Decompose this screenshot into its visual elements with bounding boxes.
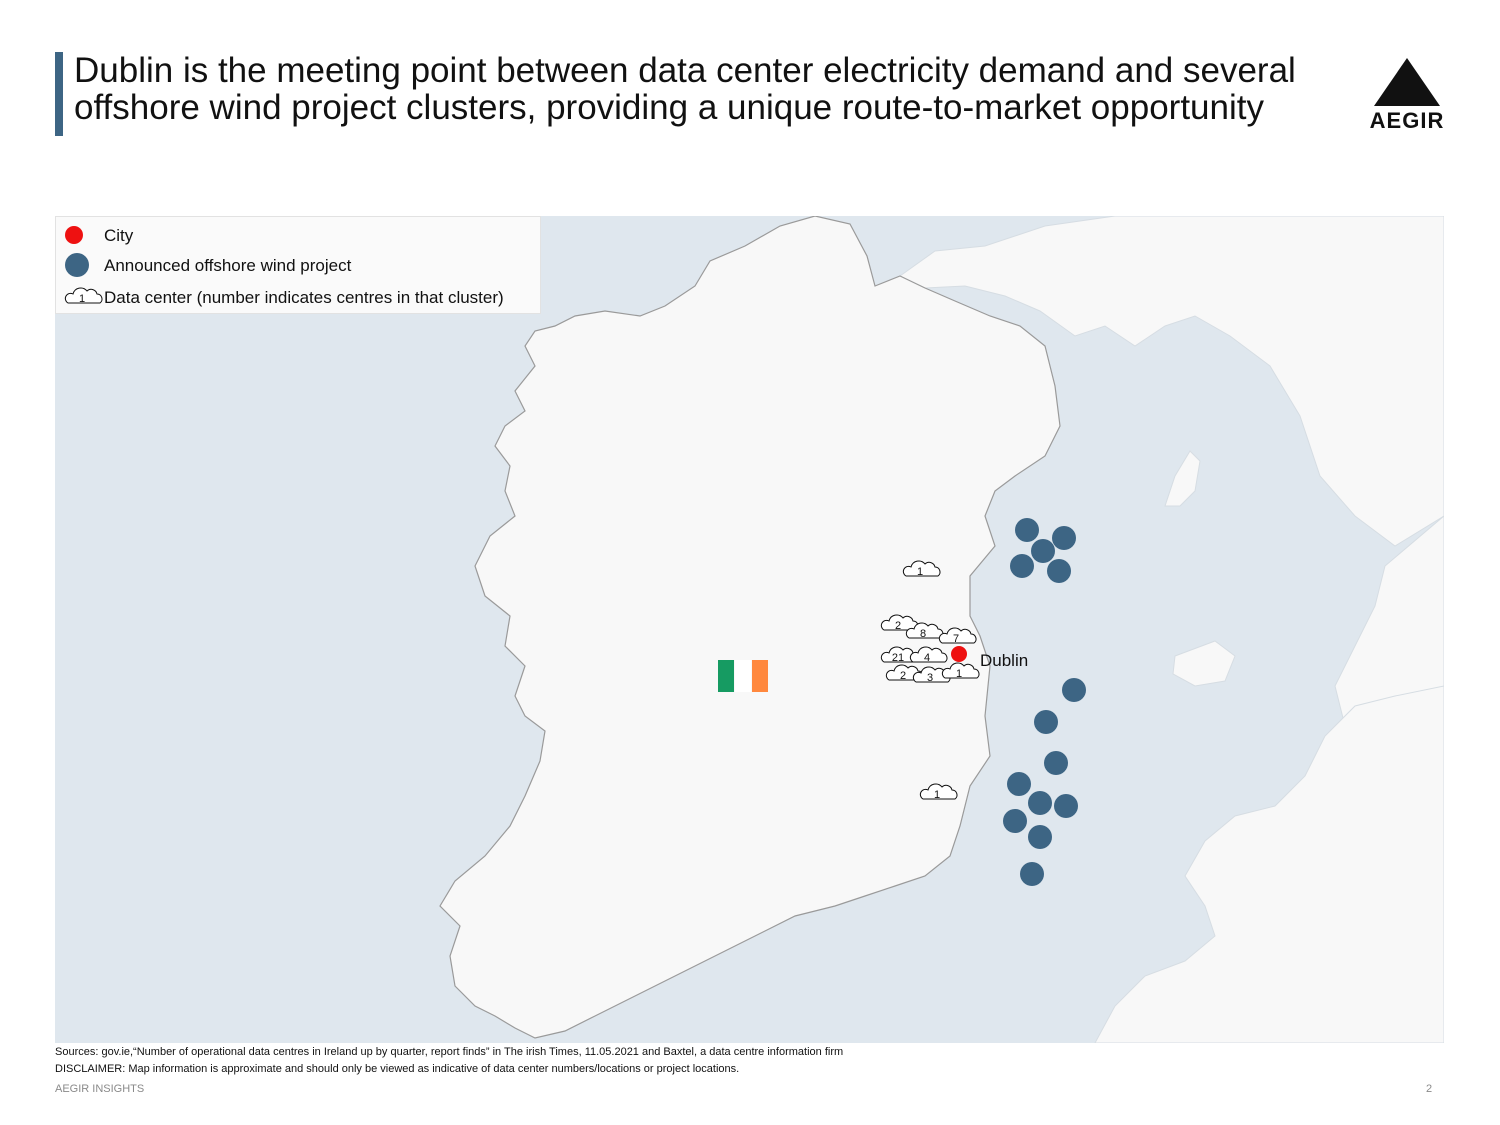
offshore-wind-project-marker[interactable]	[1028, 825, 1052, 849]
data-center-count: 21	[892, 652, 904, 664]
page-title: Dublin is the meeting point between data…	[74, 52, 1334, 126]
data-center-cloud-icon: 8	[905, 622, 944, 640]
legend-city: City	[56, 221, 542, 249]
offshore-wind-project-marker[interactable]	[1028, 791, 1052, 815]
offshore-wind-project-marker[interactable]	[1062, 678, 1086, 702]
data-center-count: 1	[79, 293, 85, 305]
dublin-city-marker[interactable]	[951, 646, 967, 662]
data-center-count: 7	[953, 633, 959, 645]
offshore-wind-projects	[1003, 518, 1086, 886]
offshore-wind-project-marker[interactable]	[1010, 554, 1034, 578]
dublin-label: Dublin	[980, 651, 1028, 670]
data-center-count: 1	[956, 668, 962, 680]
data-center-cloud-icon: 1	[902, 560, 941, 578]
data-center-count: 2	[900, 670, 906, 682]
ireland-land	[439, 216, 1061, 1039]
map-legend: City Announced offshore wind project 1 D…	[55, 216, 541, 314]
wales-land	[1094, 685, 1444, 1043]
logo-text: AEGIR	[1369, 108, 1445, 133]
ireland-flag-icon	[718, 660, 768, 692]
offshore-wind-project-marker[interactable]	[1052, 526, 1076, 550]
city-legend-icon	[65, 226, 83, 244]
data-center-count: 1	[934, 789, 940, 801]
disclaimer-note: DISCLAIMER: Map information is approxima…	[55, 1063, 740, 1075]
data-center-cloud-icon: 1	[941, 662, 980, 680]
title-line-1: Dublin is the meeting point between data…	[74, 51, 1296, 90]
data-center-cloud-icon: 1	[919, 783, 958, 801]
offshore-wind-project-marker[interactable]	[1034, 710, 1058, 734]
anglesey-land	[1172, 640, 1236, 687]
map: 1 2 8 7 21 4 2 3 1 1 Dublin	[55, 216, 1444, 1043]
data-center-cloud-icon: 2	[880, 614, 919, 632]
offshore-wind-project-marker[interactable]	[1020, 862, 1044, 886]
legend-datacenter: 1 Data center (number indicates centres …	[56, 283, 542, 311]
offshore-wind-project-marker[interactable]	[1031, 539, 1055, 563]
sources-note: Sources: gov.ie,“Number of operational d…	[55, 1046, 844, 1058]
legend-datacenter-label: Data center (number indicates centres in…	[104, 288, 504, 307]
legend-wind-label: Announced offshore wind project	[104, 256, 352, 275]
cloud-legend-shape: 1	[64, 287, 103, 305]
triangle-logo-icon	[1374, 58, 1440, 106]
cloud-legend-icon: 1	[64, 287, 103, 305]
data-center-count: 4	[924, 652, 930, 664]
title-line-2: offshore wind project clusters, providin…	[74, 88, 1264, 127]
offshore-wind-project-marker[interactable]	[1044, 751, 1068, 775]
offshore-wind-project-marker[interactable]	[1007, 772, 1031, 796]
data-center-count: 3	[927, 672, 933, 684]
data-center-count: 2	[895, 620, 901, 632]
aegir-logo: AEGIR	[1362, 56, 1452, 136]
data-center-markers: 1 2 8 7 21 4 2 3 1 1	[880, 560, 980, 801]
offshore-wind-project-marker[interactable]	[1003, 809, 1027, 833]
page-number: 2	[1426, 1083, 1433, 1095]
brand-footer: AEGIR INSIGHTS	[55, 1083, 145, 1095]
legend-wind: Announced offshore wind project	[56, 251, 542, 279]
offshore-wind-project-marker[interactable]	[1047, 559, 1071, 583]
offshore-wind-project-marker[interactable]	[1054, 794, 1078, 818]
scotland-land	[899, 216, 1444, 547]
legend-city-label: City	[104, 226, 134, 245]
data-center-count: 8	[920, 628, 926, 640]
wind-legend-icon	[65, 253, 89, 277]
data-center-cloud-icon: 4	[909, 646, 948, 664]
data-center-cloud-icon: 7	[938, 627, 977, 645]
data-center-count: 1	[917, 566, 923, 578]
offshore-wind-project-marker[interactable]	[1015, 518, 1039, 542]
map-canvas: 1 2 8 7 21 4 2 3 1 1 Dublin	[55, 216, 1444, 1043]
isle-of-man-land	[1164, 450, 1201, 507]
title-accent-bar	[55, 52, 63, 136]
